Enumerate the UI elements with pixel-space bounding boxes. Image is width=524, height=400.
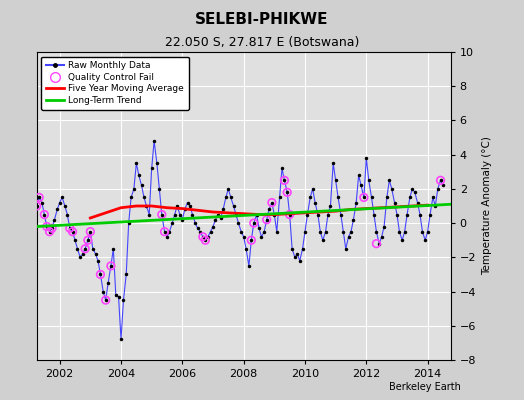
Legend: Raw Monthly Data, Quality Control Fail, Five Year Moving Average, Long-Term Tren: Raw Monthly Data, Quality Control Fail, …: [41, 56, 189, 110]
Text: SELEBI-PHIKWE: SELEBI-PHIKWE: [195, 12, 329, 27]
Text: 22.050 S, 27.817 E (Botswana): 22.050 S, 27.817 E (Botswana): [165, 36, 359, 49]
Point: [201, 237, 210, 244]
Point: [268, 199, 276, 206]
Point: [372, 240, 380, 247]
Point: [32, 203, 41, 209]
Point: [249, 220, 258, 226]
Point: [107, 263, 115, 269]
Point: [48, 225, 56, 232]
Point: [247, 237, 256, 244]
Point: [263, 216, 271, 223]
Point: [436, 177, 445, 184]
Point: [96, 271, 105, 278]
Point: [102, 297, 110, 303]
Point: [158, 211, 166, 218]
Point: [160, 228, 169, 235]
Point: [280, 177, 289, 184]
Point: [46, 228, 54, 235]
Point: [35, 194, 43, 201]
Point: [68, 228, 77, 235]
Point: [66, 225, 74, 232]
Point: [42, 223, 51, 230]
Point: [86, 228, 94, 235]
Point: [359, 194, 368, 201]
Point: [81, 246, 89, 252]
Point: [283, 189, 291, 196]
Point: [199, 234, 207, 240]
Point: [286, 211, 294, 218]
Text: Berkeley Earth: Berkeley Earth: [389, 382, 461, 392]
Y-axis label: Temperature Anomaly (°C): Temperature Anomaly (°C): [482, 136, 492, 276]
Point: [40, 211, 49, 218]
Point: [84, 237, 92, 244]
